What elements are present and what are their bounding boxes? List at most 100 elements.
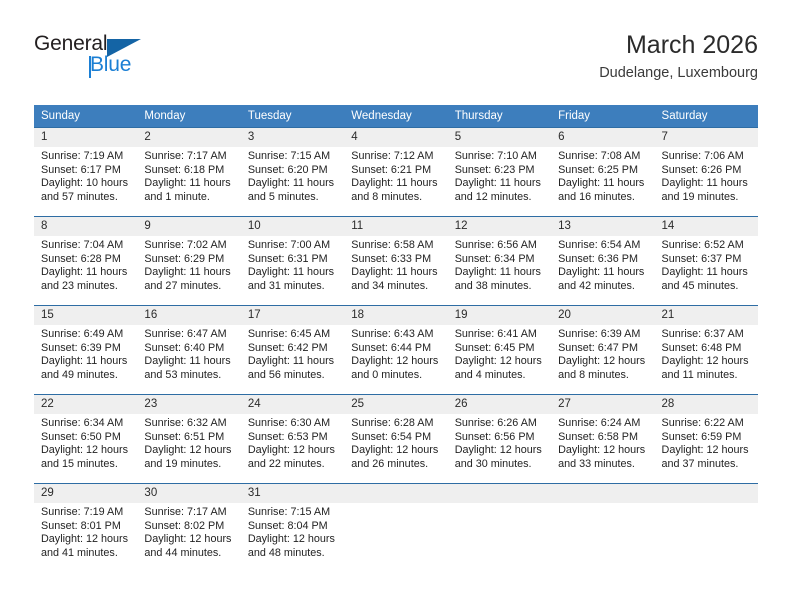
day-cell-content: 10 Sunrise: 7:00 AM Sunset: 6:31 PM Dayligh… [240, 217, 345, 305]
calendar-header-row: Sunday Monday Tuesday Wednesday Thursday… [34, 105, 758, 128]
calendar-day-cell[interactable]: 14 Sunrise: 6:52 AM Sunset: 6:37 PM Dayligh… [654, 216, 758, 306]
calendar-day-cell[interactable]: 4 Sunrise: 7:12 AM Sunset: 6:21 PM Daylight… [344, 127, 448, 217]
day-cell-content: 28 Sunrise: 6:22 AM Sunset: 6:59 PM Dayligh… [654, 395, 758, 483]
calendar-day-cell[interactable]: 28 Sunrise: 6:22 AM Sunset: 6:59 PM Dayligh… [654, 394, 758, 484]
daylight-duration-line1: Daylight: 11 hours [454, 177, 541, 190]
calendar-day-cell[interactable]: 5 Sunrise: 7:10 AM Sunset: 6:23 PM Daylight… [447, 127, 552, 217]
sunrise-time: Sunrise: 6:24 AM [558, 417, 641, 429]
calendar-day-cell[interactable]: 24 Sunrise: 6:30 AM Sunset: 6:53 PM Dayligh… [240, 394, 345, 484]
daylight-duration-line2: and 34 minutes. [351, 279, 429, 292]
daylight-duration-line2: and 8 minutes. [351, 190, 423, 203]
day-cell-content: 29 Sunrise: 7:19 AM Sunset: 8:01 PM Dayligh… [34, 484, 138, 572]
calendar-day-cell[interactable]: 18 Sunrise: 6:43 AM Sunset: 6:44 PM Dayligh… [344, 305, 448, 395]
sunset-time: Sunset: 6:53 PM [247, 430, 328, 443]
day-details: Sunrise: 6:52 AM Sunset: 6:37 PM Daylight:… [655, 236, 758, 293]
daylight-duration-line2: and 53 minutes. [144, 368, 222, 381]
calendar-day-cell[interactable] [551, 483, 655, 572]
calendar-day-cell[interactable]: 11 Sunrise: 6:58 AM Sunset: 6:33 PM Dayligh… [344, 216, 448, 306]
daylight-duration-line2: and 56 minutes. [247, 368, 325, 381]
calendar-day-cell[interactable]: 12 Sunrise: 6:56 AM Sunset: 6:34 PM Dayligh… [447, 216, 552, 306]
day-number: 6 [551, 128, 655, 147]
triangle-flag-icon [107, 39, 141, 57]
calendar-day-cell[interactable]: 22 Sunrise: 6:34 AM Sunset: 6:50 PM Dayligh… [34, 394, 138, 484]
daylight-duration-line1: Daylight: 12 hours [661, 444, 749, 457]
sunrise-time: Sunrise: 6:56 AM [454, 239, 537, 251]
calendar-day-cell[interactable]: 7 Sunrise: 7:06 AM Sunset: 6:26 PM Daylight… [654, 127, 758, 217]
sunset-time: Sunset: 6:42 PM [247, 341, 328, 354]
day-number: 24 [240, 395, 345, 414]
daylight-duration-line1: Daylight: 12 hours [558, 444, 646, 457]
calendar-day-cell[interactable]: 3 Sunrise: 7:15 AM Sunset: 6:20 PM Daylight… [240, 127, 345, 217]
daylight-duration-line2: and 30 minutes. [454, 457, 532, 470]
daylight-duration-line1: Daylight: 11 hours [454, 266, 541, 279]
daylight-duration-line1: Daylight: 11 hours [661, 177, 748, 190]
day-number: 26 [447, 395, 552, 414]
daylight-duration-line2: and 37 minutes. [661, 457, 739, 470]
calendar-day-cell[interactable]: 1 Sunrise: 7:19 AM Sunset: 6:17 PM Daylight… [34, 127, 138, 217]
calendar-day-cell[interactable]: 20 Sunrise: 6:39 AM Sunset: 6:47 PM Dayligh… [551, 305, 655, 395]
daylight-duration-line1: Daylight: 11 hours [144, 355, 231, 368]
sunrise-time: Sunrise: 7:06 AM [661, 150, 744, 162]
daylight-duration-line2: and 31 minutes. [247, 279, 325, 292]
day-cell-content: 26 Sunrise: 6:26 AM Sunset: 6:56 PM Dayligh… [447, 395, 552, 483]
daylight-duration-line1: Daylight: 11 hours [247, 355, 335, 368]
day-details: Sunrise: 6:28 AM Sunset: 6:54 PM Daylight:… [344, 414, 447, 471]
logo-divider [89, 56, 91, 78]
calendar-day-cell[interactable] [447, 483, 552, 572]
sunrise-time: Sunrise: 7:10 AM [454, 150, 537, 162]
daylight-duration-line2: and 5 minutes. [247, 190, 319, 203]
day-cell-content: 31 Sunrise: 7:15 AM Sunset: 8:04 PM Dayligh… [240, 484, 345, 572]
calendar-day-cell[interactable]: 23 Sunrise: 6:32 AM Sunset: 6:51 PM Dayligh… [137, 394, 241, 484]
calendar-day-cell[interactable]: 8 Sunrise: 7:04 AM Sunset: 6:28 PM Daylight… [34, 216, 138, 306]
sunset-time: Sunset: 6:29 PM [144, 252, 225, 265]
daylight-duration-line1: Daylight: 11 hours [247, 177, 335, 190]
day-details: Sunrise: 6:54 AM Sunset: 6:36 PM Daylight:… [551, 236, 654, 293]
calendar-day-cell[interactable] [654, 483, 758, 572]
day-cell-content: 17 Sunrise: 6:45 AM Sunset: 6:42 PM Dayligh… [240, 306, 345, 394]
day-cell-content: 12 Sunrise: 6:56 AM Sunset: 6:34 PM Dayligh… [447, 217, 552, 305]
daylight-duration-line1: Daylight: 12 hours [247, 444, 335, 457]
sunset-time: Sunset: 6:39 PM [41, 341, 121, 354]
page-title: March 2026 [625, 31, 758, 59]
calendar-day-cell[interactable]: 17 Sunrise: 6:45 AM Sunset: 6:42 PM Dayligh… [240, 305, 345, 395]
day-number: 17 [240, 306, 345, 325]
sunset-time: Sunset: 6:17 PM [41, 163, 121, 176]
calendar-day-cell[interactable]: 30 Sunrise: 7:17 AM Sunset: 8:02 PM Dayligh… [137, 483, 241, 572]
sunrise-time: Sunrise: 6:39 AM [558, 328, 641, 340]
calendar-day-cell[interactable]: 15 Sunrise: 6:49 AM Sunset: 6:39 PM Dayligh… [34, 305, 138, 395]
day-details [344, 503, 447, 506]
day-cell-content: 23 Sunrise: 6:32 AM Sunset: 6:51 PM Dayligh… [137, 395, 241, 483]
calendar-day-cell[interactable]: 9 Sunrise: 7:02 AM Sunset: 6:29 PM Daylight… [137, 216, 241, 306]
day-cell-content: 18 Sunrise: 6:43 AM Sunset: 6:44 PM Dayligh… [344, 306, 448, 394]
calendar-day-cell[interactable]: 2 Sunrise: 7:17 AM Sunset: 6:18 PM Daylight… [137, 127, 241, 217]
calendar-day-cell[interactable]: 10 Sunrise: 7:00 AM Sunset: 6:31 PM Dayligh… [240, 216, 345, 306]
calendar-day-cell[interactable]: 26 Sunrise: 6:26 AM Sunset: 6:56 PM Dayligh… [447, 394, 552, 484]
day-details: Sunrise: 7:17 AM Sunset: 6:18 PM Daylight:… [137, 147, 240, 204]
daylight-duration-line1: Daylight: 11 hours [41, 355, 128, 368]
calendar-day-cell[interactable]: 13 Sunrise: 6:54 AM Sunset: 6:36 PM Dayligh… [551, 216, 655, 306]
sunset-time: Sunset: 8:02 PM [144, 519, 225, 532]
day-cell-content [551, 484, 655, 572]
calendar-day-cell[interactable]: 29 Sunrise: 7:19 AM Sunset: 8:01 PM Dayligh… [34, 483, 138, 572]
calendar-day-cell[interactable]: 19 Sunrise: 6:41 AM Sunset: 6:45 PM Dayligh… [447, 305, 552, 395]
sunrise-time: Sunrise: 6:28 AM [351, 417, 434, 429]
day-details: Sunrise: 7:19 AM Sunset: 8:01 PM Daylight:… [34, 503, 137, 560]
sunrise-time: Sunrise: 6:22 AM [661, 417, 744, 429]
weekday-header-saturday: Saturday [654, 105, 758, 128]
calendar-day-cell[interactable] [344, 483, 448, 572]
sunset-time: Sunset: 6:44 PM [351, 341, 432, 354]
sunrise-time: Sunrise: 7:15 AM [247, 150, 331, 162]
day-cell-content: 5 Sunrise: 7:10 AM Sunset: 6:23 PM Daylight… [447, 128, 552, 216]
calendar-day-cell[interactable]: 25 Sunrise: 6:28 AM Sunset: 6:54 PM Dayligh… [344, 394, 448, 484]
day-details: Sunrise: 6:37 AM Sunset: 6:48 PM Daylight:… [655, 325, 758, 382]
day-number: 23 [137, 395, 241, 414]
day-number: 8 [34, 217, 138, 236]
calendar-day-cell[interactable]: 16 Sunrise: 6:47 AM Sunset: 6:40 PM Dayligh… [137, 305, 241, 395]
calendar-day-cell[interactable]: 31 Sunrise: 7:15 AM Sunset: 8:04 PM Dayligh… [240, 483, 345, 572]
calendar-day-cell[interactable]: 27 Sunrise: 6:24 AM Sunset: 6:58 PM Dayligh… [551, 394, 655, 484]
page-subtitle: Dudelange, Luxembourg [599, 65, 758, 81]
calendar-day-cell[interactable]: 6 Sunrise: 7:08 AM Sunset: 6:25 PM Daylight… [551, 127, 655, 217]
calendar-day-cell[interactable]: 21 Sunrise: 6:37 AM Sunset: 6:48 PM Dayligh… [654, 305, 758, 395]
sunset-time: Sunset: 6:20 PM [247, 163, 328, 176]
